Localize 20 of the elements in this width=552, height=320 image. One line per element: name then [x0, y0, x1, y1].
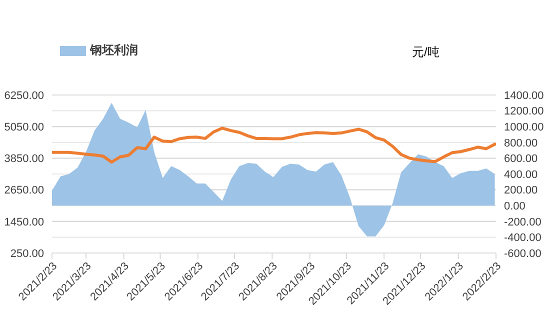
y2-tick-label: 1200.00: [504, 106, 544, 118]
y2-tick-label: 1400.00: [504, 90, 544, 102]
y2-tick-label: 800.00: [504, 137, 538, 150]
y-tick-label: 1450.00: [4, 216, 44, 228]
y-tick-label: 3850.00: [4, 153, 44, 166]
y-tick-label: 6250.00: [4, 90, 44, 102]
y2-tick-label: 1000.00: [504, 122, 544, 134]
y2-tick-label: -600.00: [504, 248, 542, 260]
y2-tick-label: 600.00: [504, 153, 538, 166]
y2-tick-label: 200.00: [504, 184, 538, 197]
y2-tick-label: 0.00: [504, 200, 526, 213]
y-tick-label: 250.00: [10, 248, 44, 260]
y2-tick-label: -400.00: [504, 232, 542, 244]
line-series: [52, 126, 496, 164]
y2-tick-label: 400.00: [504, 168, 538, 181]
y-tick-label: 5050.00: [4, 122, 44, 134]
y2-axis-title: 元/吨: [412, 44, 440, 61]
y2-tick-label: -200.00: [504, 216, 542, 228]
y-tick-label: 2650.00: [4, 184, 44, 197]
legend-label: 钢坯利润: [88, 42, 138, 59]
